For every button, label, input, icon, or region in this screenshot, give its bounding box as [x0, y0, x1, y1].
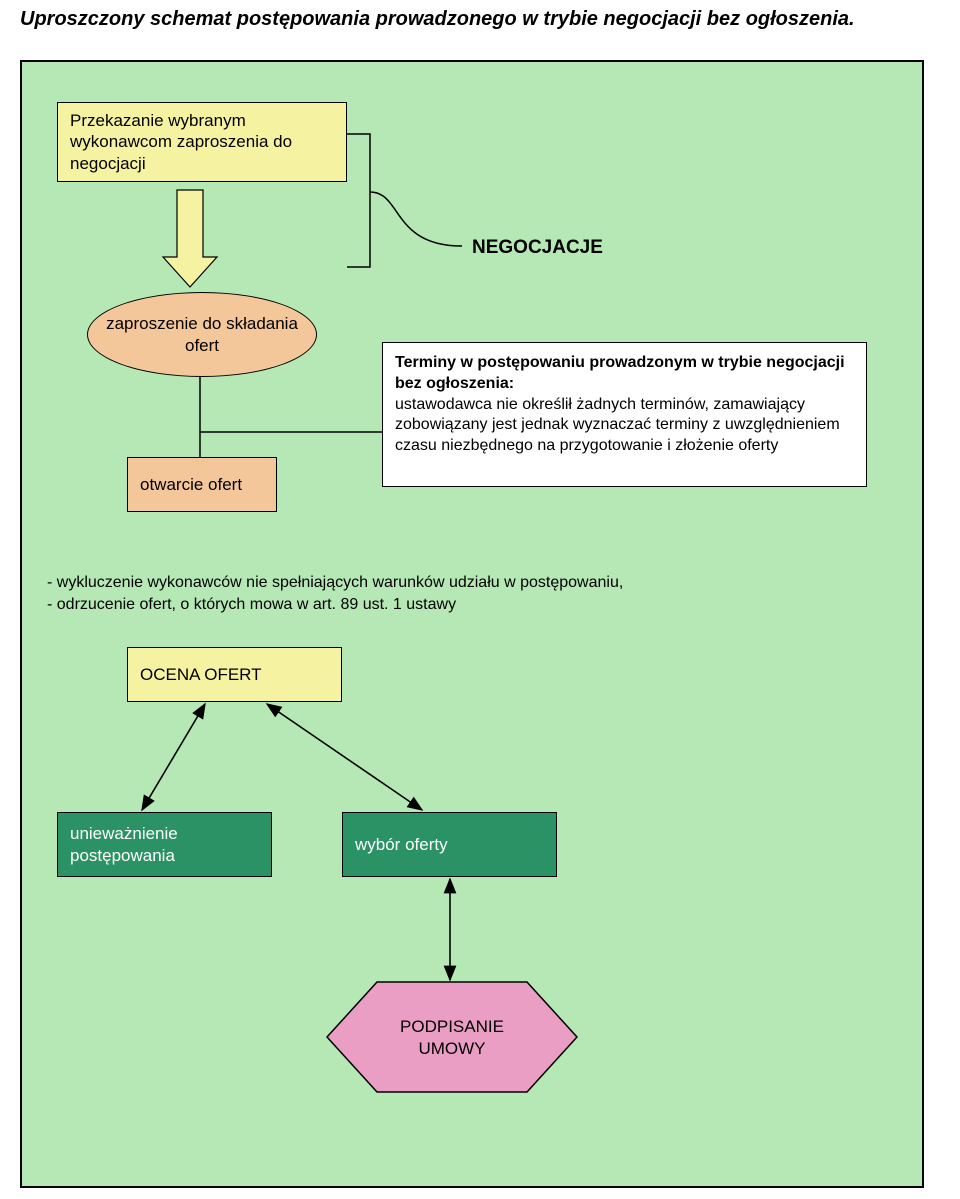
info-terms-box: Terminy w postępowaniu prowadzonym w try… — [382, 342, 867, 487]
flowchart-canvas: Przekazanie wybranym wykonawcom zaprosze… — [20, 60, 924, 1188]
note-line: - wykluczenie wykonawców nie spełniający… — [47, 572, 807, 594]
node-label: zaproszenie do składania ofert — [100, 313, 304, 356]
note-line: - odrzucenie ofert, o których mowa w art… — [47, 594, 807, 616]
info-body: ustawodawca nie określił żadnych terminó… — [395, 395, 854, 457]
block-arrow-icon — [163, 190, 217, 287]
node-label: wybór oferty — [355, 834, 448, 855]
node-wybor-oferty: wybór oferty — [342, 812, 557, 877]
bracket-connector — [347, 134, 462, 267]
node-label: unieważnienie postępowania — [70, 823, 259, 866]
node-label: Przekazanie wybranym wykonawcom zaprosze… — [70, 110, 334, 174]
node-uniewaznienie: unieważnienie postępowania — [57, 812, 272, 877]
arrow-connector — [142, 704, 205, 810]
page-title: Uproszczony schemat postępowania prowadz… — [20, 8, 855, 31]
negocjacje-label: NEGOCJACJE — [472, 237, 603, 259]
node-invite-offers: zaproszenie do składania ofert — [87, 292, 317, 377]
connectors-svg: PODPISANIE UMOWY — [22, 62, 926, 1190]
node-open-offers: otwarcie ofert — [127, 457, 277, 512]
hex-label-line1: PODPISANIE — [400, 1017, 504, 1036]
hex-label-line2: UMOWY — [418, 1039, 485, 1058]
node-podpisanie-umowy: PODPISANIE UMOWY — [327, 982, 577, 1092]
arrow-connector — [267, 704, 422, 810]
info-title: Terminy w postępowaniu prowadzonym w try… — [395, 353, 854, 395]
node-label: otwarcie ofert — [140, 474, 242, 495]
notes-block: - wykluczenie wykonawców nie spełniający… — [47, 572, 807, 615]
node-label: OCENA OFERT — [140, 664, 262, 685]
node-ocena-ofert: OCENA OFERT — [127, 647, 342, 702]
node-invite-negotiation: Przekazanie wybranym wykonawcom zaprosze… — [57, 102, 347, 182]
